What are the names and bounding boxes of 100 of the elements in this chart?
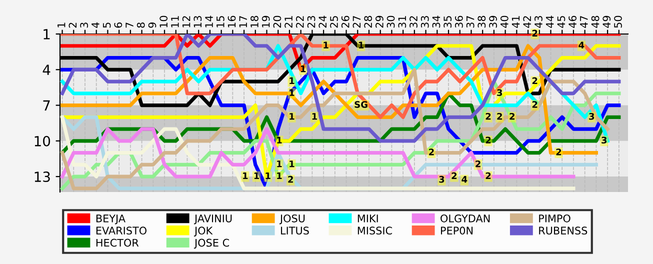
annotation: 2 bbox=[556, 148, 562, 156]
legend-label: PIMPO bbox=[539, 214, 570, 222]
annotation: 3 bbox=[439, 176, 444, 183]
x-tick-label: 18 bbox=[250, 16, 258, 28]
x-tick-label: 24 bbox=[318, 16, 326, 28]
legend-label: MIKI bbox=[358, 214, 378, 222]
annotation: 3 bbox=[602, 136, 607, 144]
x-tick-label: 9 bbox=[148, 22, 156, 28]
x-tick-label: 38 bbox=[478, 16, 486, 28]
annotation: 1 bbox=[277, 160, 282, 168]
x-tick-label: 3 bbox=[80, 22, 88, 28]
x-tick-label: 23 bbox=[307, 16, 316, 28]
annotation: 1 bbox=[312, 113, 317, 120]
legend-label: JOK bbox=[194, 226, 213, 236]
legend-label: BEYJA bbox=[96, 214, 126, 224]
annotation: 1 bbox=[290, 89, 294, 96]
x-tick-label: 43 bbox=[534, 16, 542, 28]
x-tick-label: 50 bbox=[614, 16, 622, 28]
x-tick-label: 25 bbox=[330, 16, 338, 28]
annotation: 1 bbox=[277, 136, 282, 144]
annotation: 2 bbox=[452, 172, 457, 180]
x-tick-label: 13 bbox=[194, 16, 202, 28]
x-tick-label: 8 bbox=[136, 22, 145, 28]
annotation: 2 bbox=[532, 30, 538, 36]
x-tick-label: 14 bbox=[205, 16, 213, 28]
x-tick-label: 45 bbox=[557, 16, 566, 28]
x-tick-label: 11 bbox=[171, 16, 179, 28]
x-tick-label: 19 bbox=[262, 16, 270, 28]
x-tick-label: 26 bbox=[341, 16, 350, 28]
x-tick-label: 20 bbox=[273, 16, 282, 28]
x-tick-label: 6 bbox=[114, 22, 122, 28]
x-tick-label: 49 bbox=[602, 16, 611, 28]
x-tick-label: 41 bbox=[512, 16, 520, 28]
x-tick-label: 2 bbox=[68, 22, 77, 28]
y-tick-label: 13 bbox=[34, 172, 50, 182]
annotation: 1 bbox=[290, 113, 294, 120]
annotation: 1 bbox=[300, 66, 306, 72]
x-tick-label: 35 bbox=[444, 16, 452, 28]
legend-label: LITUS bbox=[281, 226, 309, 235]
y-tick-label: 1 bbox=[44, 29, 50, 40]
x-tick-label: 12 bbox=[182, 16, 190, 28]
x-tick-label: 21 bbox=[284, 16, 292, 28]
annotation: 4 bbox=[578, 42, 584, 48]
annotation: 4 bbox=[462, 176, 468, 183]
annotation: 1 bbox=[324, 42, 328, 48]
annotation: 2 bbox=[497, 112, 502, 120]
x-tick-label: 15 bbox=[216, 16, 224, 28]
legend-label: HECTOR bbox=[96, 238, 139, 247]
x-tick-label: 34 bbox=[432, 16, 440, 28]
annotation: 1 bbox=[254, 172, 260, 180]
y-tick-label: 10 bbox=[34, 136, 50, 146]
legend-label: RUBENSS bbox=[539, 226, 588, 235]
annotation: 2 bbox=[532, 101, 538, 108]
legend-label: JOSU bbox=[279, 214, 305, 224]
x-tick-label: 29 bbox=[375, 16, 384, 28]
legend-label: EVARISTO bbox=[96, 226, 146, 235]
legend-label: PEP0N bbox=[441, 226, 473, 235]
x-tick-label: 4 bbox=[92, 22, 100, 28]
annotation: 2 bbox=[532, 77, 538, 84]
x-tick-label: 48 bbox=[591, 16, 600, 28]
annotation: 1 bbox=[290, 77, 294, 84]
x-tick-label: 16 bbox=[228, 16, 236, 28]
x-tick-label: 36 bbox=[455, 16, 463, 28]
legend-label: MISSIC bbox=[358, 226, 392, 235]
annotation: 2 bbox=[510, 112, 514, 120]
y-tick-label: 7 bbox=[43, 100, 50, 111]
x-tick-label: 10 bbox=[160, 16, 168, 28]
x-tick-label: 33 bbox=[420, 16, 429, 28]
annotation: 2 bbox=[429, 148, 434, 156]
legend-label: JOSE C bbox=[194, 238, 229, 249]
annotation: 1 bbox=[277, 172, 282, 180]
annotation: 3 bbox=[589, 112, 594, 120]
x-tick-label: 1 bbox=[58, 22, 66, 28]
annotation: 2 bbox=[476, 160, 480, 168]
legend-label: OLGYDAN bbox=[440, 214, 490, 222]
x-tick-label: 31 bbox=[398, 16, 406, 28]
x-tick-label: 22 bbox=[296, 16, 304, 28]
x-tick-label: 5 bbox=[102, 22, 111, 28]
annotation: 2 bbox=[486, 172, 491, 180]
annotation: 1 bbox=[243, 172, 248, 180]
x-tick-label: 17 bbox=[239, 16, 247, 28]
annotation: SG bbox=[354, 101, 368, 108]
annotation: 2 bbox=[486, 112, 491, 120]
annotation: 2 bbox=[288, 176, 293, 183]
x-tick-label: 42 bbox=[523, 16, 531, 28]
x-tick-label: 40 bbox=[500, 16, 508, 28]
x-tick-label: 28 bbox=[364, 16, 372, 28]
annotation: 1 bbox=[290, 160, 294, 168]
x-tick-label: 32 bbox=[410, 16, 418, 28]
x-tick-label: 30 bbox=[386, 16, 395, 28]
x-tick-label: 37 bbox=[466, 16, 474, 28]
annotation: 1 bbox=[266, 172, 270, 180]
legend-label: JAVINIU bbox=[194, 214, 232, 224]
x-tick-label: 44 bbox=[546, 16, 554, 28]
x-tick-label: 7 bbox=[126, 22, 134, 28]
y-tick-label: 4 bbox=[42, 64, 50, 75]
x-tick-label: 46 bbox=[568, 16, 576, 28]
x-tick-label: 27 bbox=[352, 16, 361, 28]
x-tick-label: 39 bbox=[489, 16, 497, 28]
x-tick-label: 47 bbox=[580, 16, 588, 28]
